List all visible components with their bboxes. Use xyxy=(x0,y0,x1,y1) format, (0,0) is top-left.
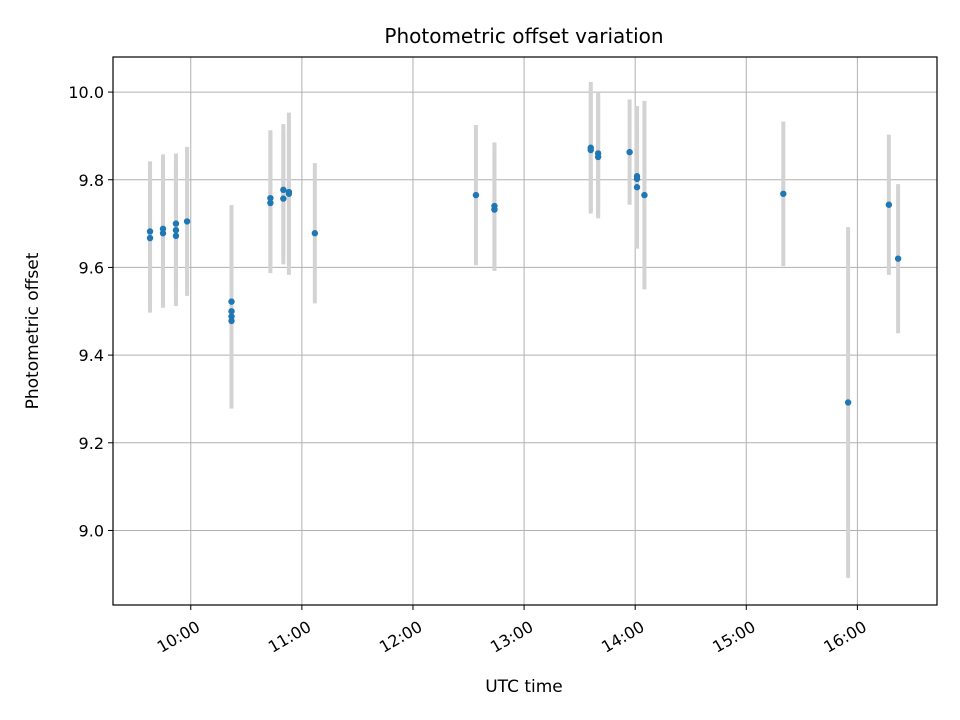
y-tick-label: 9.2 xyxy=(79,434,104,453)
plot-frame xyxy=(112,56,938,606)
data-point xyxy=(885,201,893,208)
data-point xyxy=(311,230,319,237)
data-point xyxy=(183,218,191,225)
y-axis-ticks: 9.0 9.2 9.4 9.6 9.8 10.0 xyxy=(68,83,113,540)
data-point xyxy=(633,175,641,183)
data-point xyxy=(641,191,648,199)
y-tick-label: 10.0 xyxy=(68,83,104,102)
y-tick-label: 9.0 xyxy=(79,521,104,540)
y-tick-label: 9.6 xyxy=(79,258,104,277)
data-point xyxy=(780,190,787,197)
y-axis-label: Photometric offset xyxy=(23,252,43,409)
data-point xyxy=(267,194,274,202)
grid-lines xyxy=(113,57,937,605)
data-point xyxy=(285,188,293,196)
data-point xyxy=(228,317,235,325)
x-axis-label: UTC time xyxy=(485,677,563,697)
data-point xyxy=(491,206,498,213)
data-point xyxy=(172,232,180,240)
y-tick-label: 9.4 xyxy=(79,346,104,365)
data-point xyxy=(844,399,852,406)
data-point xyxy=(894,255,902,262)
data-point xyxy=(159,225,167,233)
data-point xyxy=(159,230,167,237)
data-point xyxy=(626,148,633,156)
data-point xyxy=(172,226,180,234)
data-point xyxy=(633,184,641,191)
data-points xyxy=(146,144,902,406)
data-point xyxy=(594,153,602,161)
data-point xyxy=(228,308,235,315)
chart-title: Photometric offset variation xyxy=(384,24,663,48)
data-point xyxy=(587,146,594,154)
data-point xyxy=(280,186,287,194)
data-point xyxy=(267,199,274,207)
data-point xyxy=(146,228,154,235)
data-point xyxy=(280,195,287,202)
data-point xyxy=(172,220,180,227)
y-tick-label: 9.8 xyxy=(79,171,104,190)
data-point xyxy=(146,234,154,242)
data-point xyxy=(228,298,235,305)
data-point xyxy=(228,313,235,320)
data-point xyxy=(472,191,480,199)
